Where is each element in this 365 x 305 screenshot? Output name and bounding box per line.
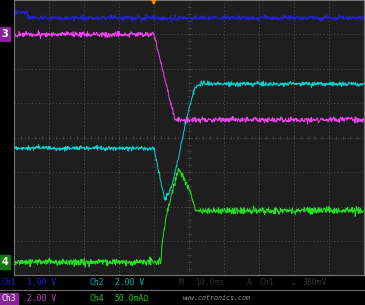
- Text: www.cntronics.com: www.cntronics.com: [182, 296, 250, 301]
- Text: Ch2: Ch2: [89, 278, 104, 287]
- Text: ↘: ↘: [290, 278, 295, 287]
- Text: 2.00 V: 2.00 V: [115, 278, 144, 287]
- Text: 4: 4: [2, 257, 8, 267]
- Text: Ch4: Ch4: [89, 294, 104, 303]
- Text: 2.00 V: 2.00 V: [27, 294, 57, 303]
- Text: 10.0ms: 10.0ms: [195, 278, 224, 287]
- Text: 1.00 V: 1.00 V: [27, 278, 57, 287]
- Text: 3: 3: [2, 29, 8, 39]
- Text: Ch1: Ch1: [259, 278, 274, 287]
- Text: 380mV: 380mV: [303, 278, 327, 287]
- Text: A: A: [246, 278, 251, 287]
- Text: Ch1: Ch1: [2, 278, 16, 287]
- Text: Ch3: Ch3: [2, 294, 16, 303]
- Text: M: M: [179, 278, 184, 287]
- Text: 50.0mAΩ: 50.0mAΩ: [115, 294, 149, 303]
